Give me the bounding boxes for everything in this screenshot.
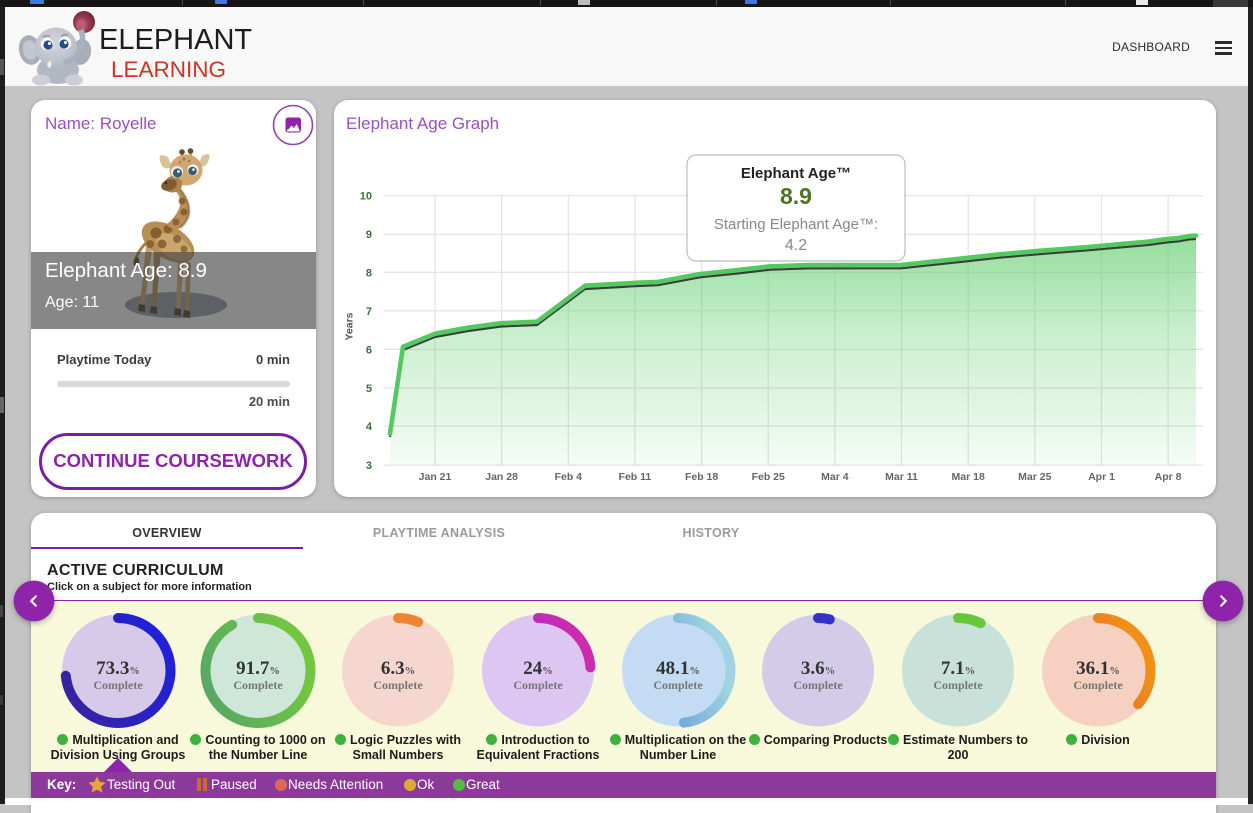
- svg-text:Complete: Complete: [1073, 678, 1123, 692]
- svg-text:Apr 8: Apr 8: [1155, 471, 1182, 483]
- svg-text:Complete: Complete: [93, 678, 143, 692]
- svg-text:3: 3: [366, 460, 372, 472]
- svg-text:Complete: Complete: [933, 678, 983, 692]
- svg-text:Complete: Complete: [653, 678, 703, 692]
- svg-text:8: 8: [366, 267, 372, 279]
- svg-text:7: 7: [366, 306, 372, 318]
- svg-text:48.1%: 48.1%: [656, 658, 700, 679]
- svg-text:Starting Elephant Age™:: Starting Elephant Age™:: [714, 216, 878, 233]
- svg-text:Jan 21: Jan 21: [419, 471, 452, 483]
- svg-text:9: 9: [366, 229, 372, 241]
- svg-text:Feb 25: Feb 25: [752, 471, 785, 483]
- svg-text:Complete: Complete: [233, 678, 283, 692]
- svg-text:Feb 11: Feb 11: [619, 471, 652, 483]
- svg-text:Jan 28: Jan 28: [485, 471, 518, 483]
- svg-text:Feb 4: Feb 4: [555, 471, 583, 483]
- svg-text:4.2: 4.2: [785, 237, 807, 254]
- svg-text:4: 4: [366, 421, 373, 433]
- svg-text:Mar 11: Mar 11: [885, 471, 918, 483]
- svg-text:5: 5: [366, 383, 372, 395]
- svg-text:91.7%: 91.7%: [236, 658, 280, 679]
- svg-text:6: 6: [366, 344, 372, 356]
- svg-text:Elephant Age™: Elephant Age™: [741, 165, 851, 182]
- svg-text:Apr 1: Apr 1: [1088, 471, 1115, 483]
- svg-text:10: 10: [360, 191, 372, 203]
- svg-text:73.3%: 73.3%: [96, 658, 140, 679]
- svg-text:Mar 18: Mar 18: [952, 471, 985, 483]
- svg-text:Years: Years: [344, 312, 356, 340]
- svg-text:Complete: Complete: [793, 678, 843, 692]
- svg-text:Complete: Complete: [373, 678, 423, 692]
- svg-text:Mar 4: Mar 4: [821, 471, 849, 483]
- svg-text:8.9: 8.9: [780, 183, 812, 209]
- svg-text:Feb 18: Feb 18: [685, 471, 718, 483]
- svg-text:36.1%: 36.1%: [1076, 658, 1120, 679]
- svg-text:Mar 25: Mar 25: [1018, 471, 1051, 483]
- svg-text:Complete: Complete: [513, 678, 563, 692]
